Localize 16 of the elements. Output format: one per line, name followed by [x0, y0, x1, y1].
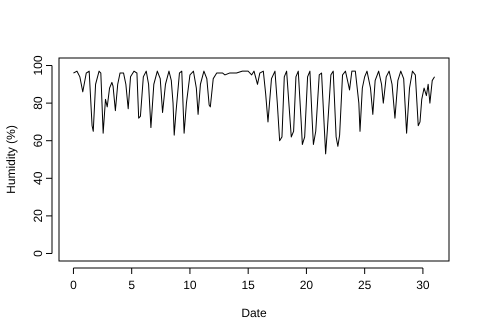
y-tick-label: 40	[31, 171, 45, 185]
x-axis-title: Date	[241, 306, 267, 320]
y-tick-label: 60	[31, 134, 45, 148]
y-axis-title: Humidity (%)	[4, 125, 18, 194]
x-tick-label: 30	[416, 278, 430, 292]
y-tick-label: 100	[31, 55, 45, 76]
y-tick-label: 20	[31, 208, 45, 223]
x-tick-label: 20	[300, 278, 314, 292]
y-tick-label: 0	[31, 250, 45, 257]
x-tick-label: 0	[70, 278, 78, 292]
x-tick-label: 15	[241, 278, 256, 292]
x-tick-label: 10	[183, 278, 197, 292]
line-series	[72, 70, 436, 154]
x-tick-label: 5	[128, 278, 136, 292]
y-tick-label: 80	[31, 96, 45, 110]
x-tick-label: 25	[358, 278, 372, 292]
